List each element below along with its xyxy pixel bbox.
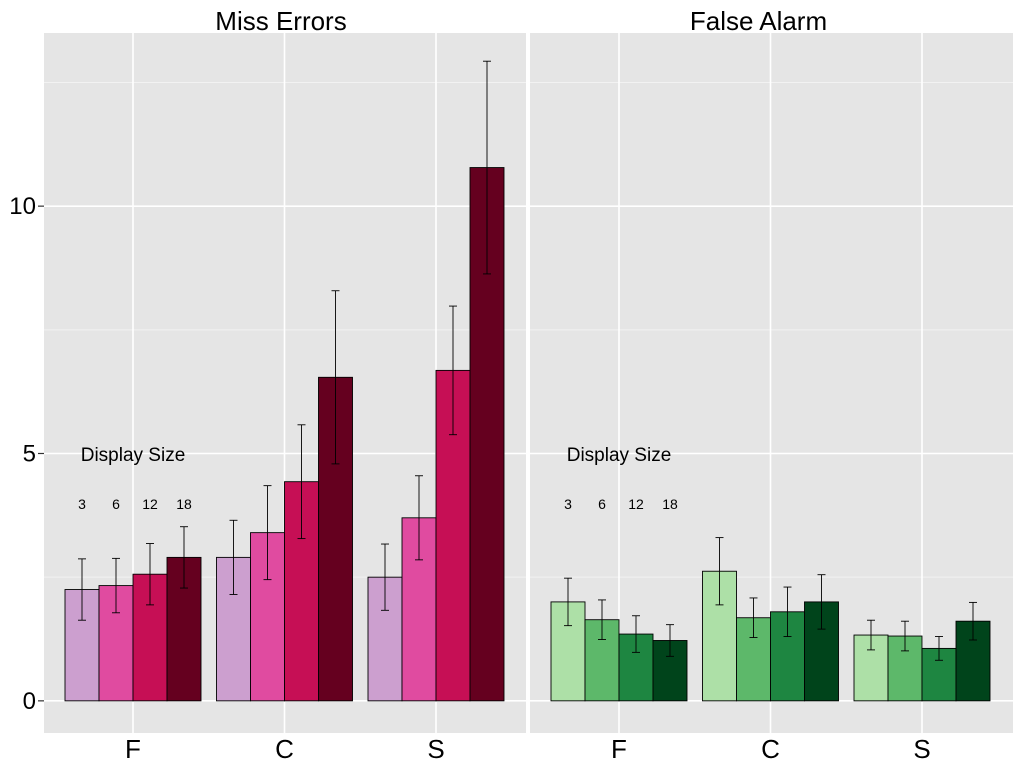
x-tick-label: S bbox=[913, 734, 930, 764]
x-tick-label: F bbox=[611, 734, 627, 764]
x-tick-label: F bbox=[125, 734, 141, 764]
x-tick-label: C bbox=[275, 734, 294, 764]
legend-title: Display Size bbox=[81, 445, 186, 466]
panel-title: Miss Errors bbox=[215, 6, 346, 36]
panel-0: Miss Errors F C S Display Size 3 6 12 18 bbox=[44, 6, 526, 764]
legend-item: 3 bbox=[564, 496, 572, 512]
y-tick-label: 5 bbox=[23, 440, 36, 467]
panel-title: False Alarm bbox=[690, 6, 827, 36]
legend-item: 18 bbox=[176, 496, 192, 512]
x-tick-label: C bbox=[761, 734, 780, 764]
x-tick-label: S bbox=[427, 734, 444, 764]
bar-F-6 bbox=[584, 619, 620, 702]
panel-1: False Alarm F C S Display Size 3 6 12 18 bbox=[530, 6, 1013, 764]
y-tick-label: 10 bbox=[9, 193, 36, 220]
legend-item: 6 bbox=[112, 496, 120, 512]
legend-title: Display Size bbox=[567, 445, 672, 466]
legend-item: 12 bbox=[142, 496, 158, 512]
legend-item: 6 bbox=[598, 496, 606, 512]
y-tick-label: 0 bbox=[23, 688, 36, 715]
legend-item: 18 bbox=[662, 496, 678, 512]
y-axis: 0 5 10 bbox=[9, 193, 44, 715]
legend: Display Size 3 6 12 18 bbox=[564, 445, 678, 512]
legend-item: 12 bbox=[628, 496, 644, 512]
legend-item: 3 bbox=[78, 496, 86, 512]
legend: Display Size 3 6 12 18 bbox=[78, 445, 192, 512]
